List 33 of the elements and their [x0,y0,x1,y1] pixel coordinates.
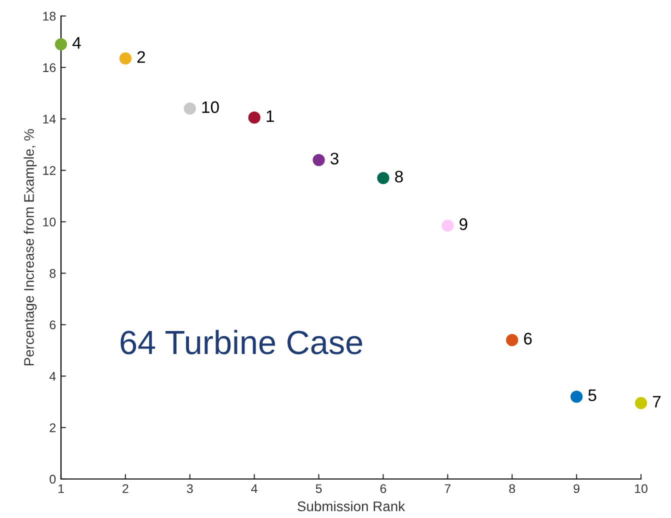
y-tick-label: 8 [50,269,56,278]
annotation: 6 [524,332,532,345]
y-tick-label: 12 [43,166,56,175]
annotation: 9 [460,218,468,230]
annotation: 4 [72,37,81,49]
y-tick-label: 4 [49,372,56,381]
x-tick-label: 8 [509,484,516,494]
annotation: 3 [330,152,338,165]
x-tick-label: 7 [444,484,451,493]
x-axis-title: Submission Rank [298,501,406,512]
y-tick-label: 16 [43,63,56,72]
x-tick-label: 1 [58,484,64,493]
y-axis-title: Percentage Increase from Example, % [24,129,37,366]
annotation: 7 [652,396,661,408]
x-tick-label: 2 [122,484,128,493]
annotation: 5 [588,390,596,402]
annotation: 64 Turbine Case [120,330,362,354]
x-tick-label: 6 [380,484,386,494]
x-tick-label: 5 [316,484,322,494]
y-tick-label: 14 [43,114,56,124]
y-tick-label: 18 [43,12,56,21]
x-tick-label: 3 [186,484,193,494]
y-tick-label: 2 [50,423,56,432]
annotation: 2 [137,51,145,63]
y-tick-label: 10 [43,218,56,226]
y-tick-label: 6 [50,320,56,330]
x-tick-label: 4 [251,484,258,493]
x-tick-label: 10 [635,484,648,494]
x-tick-label: 9 [574,484,580,494]
annotation: 8 [395,170,403,183]
annotation: 10 [202,101,219,114]
y-tick-label: 0 [50,474,56,484]
annotation: 1 [266,110,274,122]
